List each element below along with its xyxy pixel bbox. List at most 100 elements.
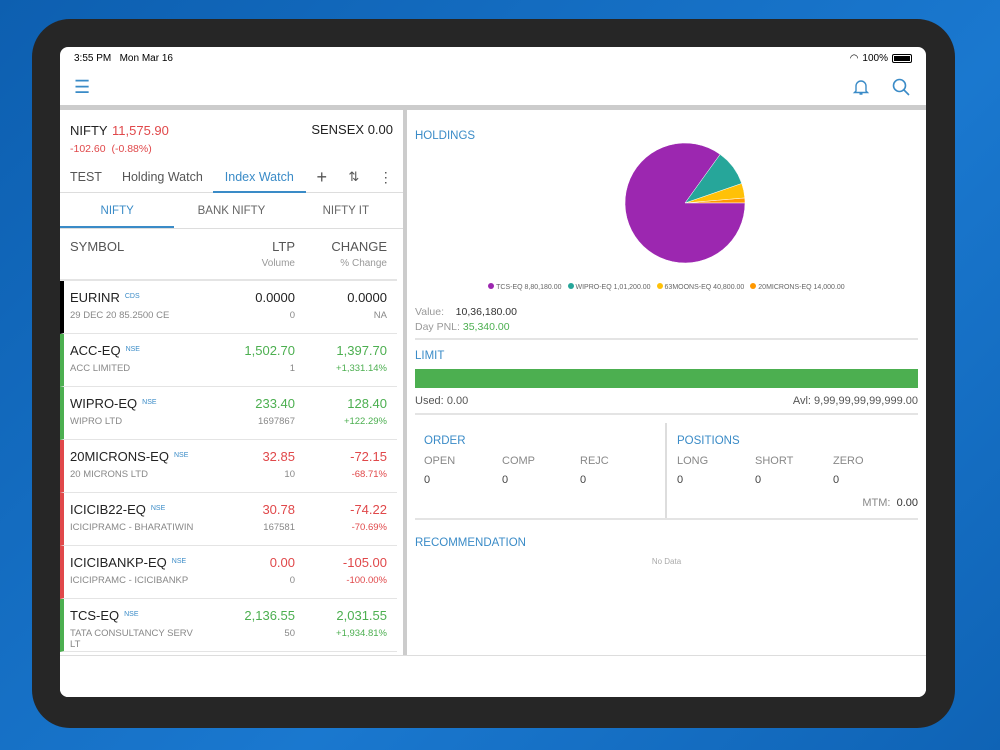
watchlist-tabs: TEST Holding Watch Index Watch + ⇅ ⋮: [60, 162, 403, 193]
row-change: 128.40: [347, 396, 387, 411]
row-volume: 10: [284, 469, 295, 480]
watchlist-row[interactable]: ICICIB22-EQ NSE ICICIPRAMC - BHARATIWIN 30…: [60, 493, 397, 546]
row-symbol: WIPRO-EQ: [70, 396, 138, 411]
sensex-value: 0.00: [367, 122, 393, 137]
nifty-index[interactable]: NIFTY 11,575.90 -102.60 (-0.88%): [70, 122, 311, 162]
watchlist-row[interactable]: TCS-EQ NSE TATA CONSULTANCY SERV LT 2,136.…: [60, 599, 397, 652]
watchlist-row[interactable]: WIPRO-EQ NSE WIPRO LTD 233.40 1697867 128.4…: [60, 387, 397, 440]
battery-text: 100%: [862, 52, 888, 64]
legend-value: 14,000.00: [813, 284, 845, 291]
sensex-index[interactable]: SENSEX 0.00: [311, 122, 393, 162]
col-symbol: SYMBOL: [70, 239, 125, 254]
value-amount: 10,36,180.00: [455, 306, 517, 318]
watchlist-row[interactable]: EURINR CDS 29 DEC 20 85.2500 CE 0.0000 0 0.…: [60, 281, 397, 334]
sort-icon[interactable]: ⇅: [348, 169, 360, 184]
pie-legend: TCS-EQ 8,80,180.00 WIPRO-EQ 1,01,200.00 …: [407, 283, 926, 291]
positions-section[interactable]: POSITIONS LONG SHORT ZERO 0 0 0 MTM: 0.00: [667, 423, 918, 518]
row-volume: 1: [289, 363, 295, 374]
pnl-amount: 35,340.00: [462, 321, 510, 333]
order-label: OPEN: [424, 455, 456, 467]
avl-value: 9,99,99,99,99,999.00: [814, 395, 918, 407]
pie-slice-tcs-eq[interactable]: [624, 142, 746, 264]
positions-value: 0: [755, 474, 762, 486]
order-section[interactable]: ORDER OPEN COMP REJC 0 0 0: [415, 423, 667, 518]
watchlist-row[interactable]: 20MICRONS-EQ NSE 20 MICRONS LTD 32.85 10 -7…: [60, 440, 397, 493]
positions-title: POSITIONS: [677, 435, 740, 447]
row-symbol: TCS-EQ: [70, 608, 120, 623]
nifty-pct: (-0.88%): [111, 143, 152, 155]
add-icon[interactable]: +: [316, 166, 328, 187]
watchlist-row[interactable]: ACC-EQ NSE ACC LIMITED 1,502.70 1 1,397.70 +…: [60, 334, 397, 387]
row-symbol: EURINR: [70, 290, 120, 305]
time: 3:55 PM: [74, 52, 112, 64]
tab-holding-watch[interactable]: Holding Watch: [121, 169, 203, 184]
status-bar: 3:55 PM Mon Mar 16 ◠ 100%: [60, 47, 926, 69]
legend-label: TCS-EQ: [496, 284, 523, 291]
legend-item: TCS-EQ 8,80,180.00: [488, 283, 562, 291]
legend-label: WIPRO-EQ: [575, 284, 612, 291]
col-pct: % Change: [340, 258, 387, 269]
row-ltp: 1,502.70: [244, 343, 295, 358]
no-data-text: No Data: [651, 557, 682, 566]
mtm-value: 0.00: [896, 497, 918, 509]
order-value: 0: [424, 474, 431, 486]
row-symbol: ICICIB22-EQ: [70, 502, 146, 517]
watchlist-rows: EURINR CDS 29 DEC 20 85.2500 CE 0.0000 0 0.…: [60, 281, 403, 652]
nifty-value: 11,575.90: [112, 123, 169, 138]
positions-label: LONG: [677, 455, 709, 467]
legend-item: WIPRO-EQ 1,01,200.00: [567, 283, 651, 291]
legend-label: 63MOONS-EQ: [664, 284, 712, 291]
row-pct: NA: [373, 310, 387, 321]
dashboard-panel: HOLDINGS TCS-EQ 8,80,180.00 WIPRO-EQ 1,0…: [407, 110, 926, 655]
row-change: -105.00: [342, 555, 387, 570]
row-pct: -70.69%: [351, 522, 387, 533]
bell-icon[interactable]: [852, 78, 870, 96]
row-change: 2,031.55: [336, 608, 387, 623]
row-ltp: 0.00: [269, 555, 295, 570]
row-pct: -68.71%: [351, 469, 387, 480]
menu-icon[interactable]: ☰: [74, 76, 91, 97]
value-label: Value:: [415, 306, 444, 318]
search-icon[interactable]: [892, 78, 910, 96]
row-change: -72.15: [350, 449, 387, 464]
col-volume: Volume: [261, 258, 295, 269]
tab-test[interactable]: TEST: [70, 169, 102, 184]
subtab-nifty-it[interactable]: NIFTY IT: [322, 205, 370, 217]
holdings-pie-chart: [624, 142, 746, 264]
mtm-label: MTM:: [862, 497, 891, 509]
row-volume: 50: [284, 628, 295, 639]
order-title: ORDER: [424, 435, 466, 447]
row-desc: 20 MICRONS LTD: [70, 469, 148, 480]
subtab-nifty[interactable]: NIFTY: [60, 193, 175, 228]
date: Mon Mar 16: [119, 52, 173, 64]
row-change: 1,397.70: [336, 343, 387, 358]
bottom-bar: [60, 655, 926, 697]
legend-value: 8,80,180.00: [524, 284, 562, 291]
positions-value: 0: [833, 474, 840, 486]
row-ltp: 0.0000: [255, 290, 295, 305]
legend-value: 1,01,200.00: [613, 284, 651, 291]
order-label: REJC: [580, 455, 609, 467]
col-ltp: LTP: [272, 239, 295, 254]
subtab-bank-nifty[interactable]: BANK NIFTY: [197, 205, 266, 217]
row-ltp: 30.78: [262, 502, 295, 517]
row-symbol: 20MICRONS-EQ: [70, 449, 169, 464]
sensex-label: SENSEX: [311, 122, 365, 137]
legend-item: 20MICRONS-EQ 14,000.00: [750, 283, 845, 291]
more-icon[interactable]: ⋮: [378, 168, 393, 185]
exchange-badge: NSE: [142, 399, 157, 406]
row-pct: +1,934.81%: [336, 628, 387, 639]
row-pct: +1,331.14%: [336, 363, 387, 374]
exchange-badge: NSE: [124, 611, 139, 618]
watchlist-row[interactable]: ICICIBANKP-EQ NSE ICICIPRAMC - ICICIBANKP …: [60, 546, 397, 599]
row-volume: 0: [289, 575, 295, 586]
row-volume: 1697867: [258, 416, 295, 427]
row-desc: TATA CONSULTANCY SERV LT: [70, 628, 193, 650]
battery-icon: [892, 53, 912, 63]
order-label: COMP: [502, 455, 535, 467]
row-symbol: ACC-EQ: [70, 343, 121, 358]
positions-label: SHORT: [755, 455, 794, 467]
exchange-badge: CDS: [124, 293, 140, 300]
tab-index-watch[interactable]: Index Watch: [212, 162, 306, 193]
row-pct: -100.00%: [346, 575, 387, 586]
